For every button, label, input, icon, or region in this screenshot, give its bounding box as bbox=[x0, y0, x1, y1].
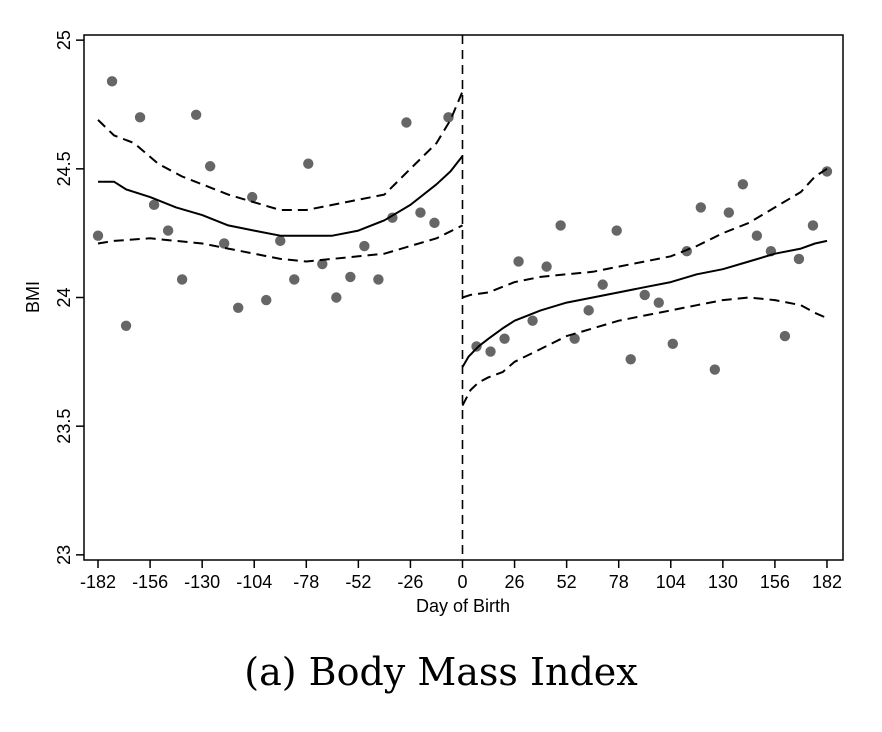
x-tick-label: 0 bbox=[457, 572, 467, 592]
data-point bbox=[625, 354, 636, 365]
bmi-chart: -182 -156 -130 -104 -78 -52 -26 0 26 52 78 104 130 15… bbox=[23, 30, 844, 616]
data-point bbox=[359, 240, 370, 252]
data-point bbox=[373, 274, 384, 285]
ci-lower-line-right bbox=[461, 296, 828, 407]
x-tick-label: 26 bbox=[505, 572, 525, 592]
y-tick-label: 23.5 bbox=[54, 409, 74, 444]
data-point bbox=[331, 292, 342, 303]
data-point bbox=[134, 112, 146, 123]
data-point bbox=[471, 341, 482, 352]
x-tick-label: -78 bbox=[293, 572, 319, 592]
data-point bbox=[807, 220, 819, 231]
x-tick-label: 156 bbox=[760, 572, 790, 592]
data-point bbox=[737, 179, 749, 190]
data-point bbox=[751, 230, 763, 241]
fitted-line-left bbox=[98, 155, 464, 237]
data-point bbox=[176, 274, 188, 285]
data-point bbox=[190, 109, 202, 120]
data-point bbox=[106, 76, 118, 87]
x-axis-title: Day of Birth bbox=[416, 596, 510, 616]
ci-lower-line-left bbox=[97, 224, 463, 263]
data-point bbox=[695, 202, 707, 213]
data-point bbox=[709, 364, 721, 375]
data-point bbox=[555, 220, 566, 231]
data-point bbox=[541, 261, 552, 272]
data-point bbox=[148, 199, 160, 211]
data-point bbox=[443, 112, 454, 123]
data-point bbox=[723, 207, 735, 218]
data-point bbox=[583, 305, 594, 316]
ci-upper-line-right bbox=[462, 167, 828, 299]
x-tick-label: -130 bbox=[184, 572, 220, 592]
data-point bbox=[275, 235, 286, 247]
data-point bbox=[527, 315, 538, 326]
data-point bbox=[513, 256, 524, 267]
x-tick-label: 78 bbox=[609, 572, 629, 592]
data-point bbox=[92, 230, 104, 241]
data-point bbox=[233, 302, 244, 313]
data-point bbox=[289, 274, 300, 285]
data-point bbox=[120, 320, 132, 332]
data-point bbox=[415, 207, 426, 218]
y-tick-label: 23 bbox=[54, 545, 74, 565]
data-point bbox=[247, 191, 258, 203]
data-point bbox=[653, 297, 664, 308]
x-tick-label: -26 bbox=[397, 572, 423, 592]
data-point bbox=[261, 294, 272, 306]
data-point bbox=[611, 225, 622, 236]
data-point bbox=[429, 217, 440, 229]
data-point bbox=[779, 330, 791, 342]
data-point bbox=[485, 346, 496, 357]
y-tick-label: 24.5 bbox=[54, 151, 74, 186]
data-point bbox=[162, 225, 174, 236]
ci-upper-line-left bbox=[97, 91, 464, 211]
data-point bbox=[667, 338, 678, 350]
data-point bbox=[317, 258, 328, 270]
x-tick-label: -52 bbox=[345, 572, 371, 592]
data-point bbox=[639, 289, 650, 301]
x-tick-label: 104 bbox=[656, 572, 686, 592]
x-tick-label: 130 bbox=[708, 572, 738, 592]
data-point bbox=[821, 166, 833, 177]
data-point bbox=[204, 161, 216, 172]
series-layer bbox=[92, 76, 833, 407]
fitted-line-right bbox=[461, 239, 828, 368]
data-point bbox=[345, 271, 356, 283]
y-tick-label: 24 bbox=[54, 287, 74, 307]
x-tick-label: -156 bbox=[132, 572, 168, 592]
data-point bbox=[499, 333, 510, 344]
data-point bbox=[597, 279, 608, 290]
figure-caption: (a) Body Mass Index bbox=[244, 650, 638, 694]
x-tick-label: 52 bbox=[557, 572, 577, 592]
data-point bbox=[793, 253, 805, 265]
x-tick-label: -182 bbox=[80, 572, 116, 592]
data-point bbox=[303, 158, 314, 169]
x-tick-label: -104 bbox=[236, 572, 272, 592]
data-point bbox=[569, 333, 580, 344]
axes-layer: -182 -156 -130 -104 -78 -52 -26 0 26 52 78 104 130 15… bbox=[54, 30, 844, 592]
data-point bbox=[401, 117, 412, 128]
y-tick-label: 25 bbox=[54, 30, 74, 50]
data-point bbox=[218, 238, 230, 249]
y-axis-title: BMI bbox=[23, 281, 43, 313]
x-tick-label: 182 bbox=[812, 572, 842, 592]
